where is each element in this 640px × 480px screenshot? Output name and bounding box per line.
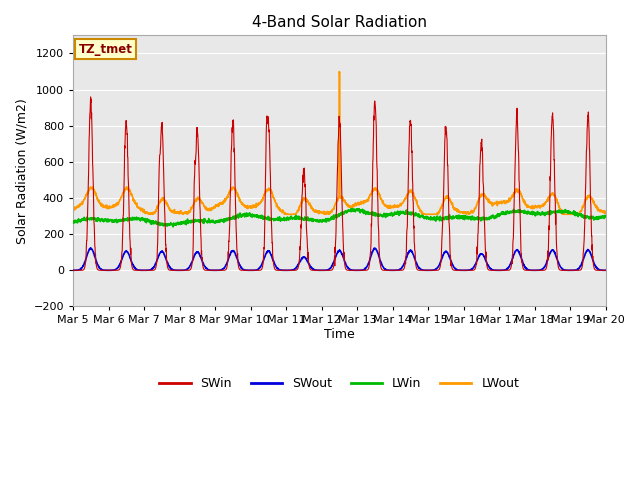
LWin [169, 224, 177, 230]
Legend: SWin, SWout, LWin, LWout: SWin, SWout, LWin, LWout [154, 372, 524, 396]
SWin [495, 267, 502, 273]
SWin [355, 267, 363, 273]
SWin [570, 267, 578, 273]
LWout [602, 210, 609, 216]
Line: SWin: SWin [73, 97, 605, 270]
SWin [218, 267, 226, 273]
SWout [371, 245, 379, 251]
LWout [355, 202, 363, 208]
SWout [282, 267, 290, 273]
LWin [355, 206, 363, 212]
LWout [570, 211, 578, 217]
Text: TZ_tmet: TZ_tmet [79, 43, 132, 56]
SWout [570, 267, 578, 273]
Y-axis label: Solar Radiation (W/m2): Solar Radiation (W/m2) [15, 98, 28, 244]
SWin [555, 266, 563, 272]
LWin [367, 210, 374, 216]
LWout [218, 201, 226, 206]
Title: 4-Band Solar Radiation: 4-Band Solar Radiation [252, 15, 427, 30]
SWout [218, 267, 225, 273]
LWout [335, 69, 343, 74]
SWin [367, 249, 374, 255]
LWout [367, 192, 374, 198]
SWout [69, 267, 77, 273]
SWout [495, 267, 502, 273]
LWin [348, 206, 356, 212]
LWin [218, 216, 226, 222]
LWout [495, 200, 502, 206]
SWout [602, 267, 609, 273]
SWout [555, 261, 563, 267]
LWin [69, 219, 77, 225]
SWin [87, 94, 95, 100]
Line: LWout: LWout [73, 72, 605, 214]
SWout [355, 267, 362, 273]
LWin [555, 209, 563, 215]
X-axis label: Time: Time [324, 328, 355, 341]
LWin [495, 213, 502, 218]
LWout [145, 211, 153, 217]
Line: SWout: SWout [73, 248, 605, 270]
SWin [282, 267, 290, 273]
SWin [602, 267, 609, 273]
LWout [69, 206, 77, 212]
LWout [555, 204, 563, 210]
SWout [367, 255, 374, 261]
LWin [570, 208, 578, 214]
LWin [602, 213, 609, 219]
SWin [69, 267, 77, 273]
Line: LWin: LWin [73, 209, 605, 227]
